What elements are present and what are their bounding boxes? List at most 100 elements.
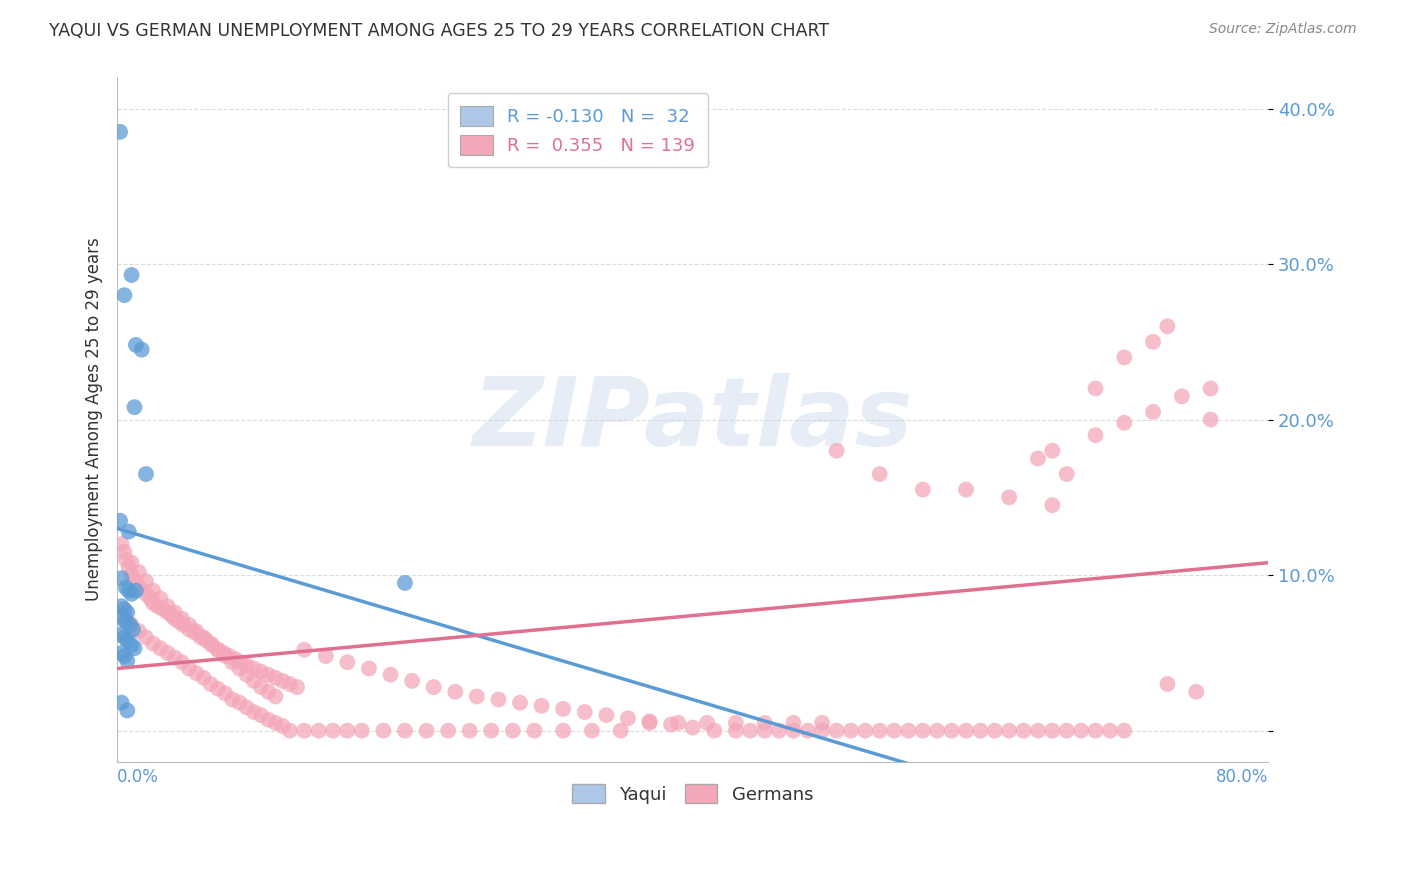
Point [224, 652, 246, 666]
Point [135, 587, 157, 601]
Point [315, 648, 337, 663]
Point [422, 680, 444, 694]
Point [170, 612, 193, 626]
Point [322, 723, 344, 738]
Point [825, 443, 848, 458]
Point [703, 723, 725, 738]
Point [142, 636, 165, 650]
Point [1098, 723, 1121, 738]
Point [502, 723, 524, 738]
Point [122, 623, 145, 637]
Point [114, 615, 136, 629]
Point [530, 698, 553, 713]
Point [394, 723, 416, 738]
Point [243, 661, 266, 675]
Point [553, 723, 575, 738]
Point [142, 596, 165, 610]
Point [666, 715, 689, 730]
Point [163, 612, 186, 626]
Point [229, 655, 252, 669]
Point [118, 524, 141, 539]
Point [110, 627, 132, 641]
Point [128, 565, 150, 579]
Point [120, 618, 142, 632]
Point [984, 723, 1007, 738]
Point [163, 606, 186, 620]
Point [1040, 723, 1063, 738]
Point [108, 514, 131, 528]
Point [218, 648, 240, 663]
Point [869, 723, 891, 738]
Point [156, 606, 179, 620]
Point [257, 713, 280, 727]
Point [617, 711, 640, 725]
Point [1026, 451, 1049, 466]
Point [135, 574, 157, 589]
Point [553, 702, 575, 716]
Point [797, 723, 820, 738]
Point [179, 623, 201, 637]
Point [212, 646, 235, 660]
Point [186, 624, 208, 639]
Point [285, 680, 308, 694]
Point [292, 723, 315, 738]
Point [110, 599, 132, 614]
Point [768, 723, 790, 738]
Point [110, 646, 132, 660]
Point [1056, 467, 1078, 481]
Point [135, 467, 157, 481]
Point [135, 631, 157, 645]
Point [1114, 351, 1136, 365]
Point [108, 125, 131, 139]
Point [112, 648, 135, 663]
Point [754, 723, 776, 738]
Point [149, 591, 172, 606]
Point [117, 703, 139, 717]
Point [121, 556, 143, 570]
Point [308, 723, 330, 738]
Point [839, 723, 862, 738]
Point [170, 655, 193, 669]
Point [911, 723, 934, 738]
Point [179, 618, 201, 632]
Point [1199, 412, 1222, 426]
Point [146, 599, 169, 614]
Point [200, 636, 222, 650]
Point [152, 602, 174, 616]
Point [110, 537, 132, 551]
Point [782, 715, 804, 730]
Point [1142, 334, 1164, 349]
Text: Source: ZipAtlas.com: Source: ZipAtlas.com [1209, 22, 1357, 37]
Point [595, 708, 617, 723]
Text: 80.0%: 80.0% [1216, 768, 1268, 786]
Point [257, 667, 280, 681]
Point [523, 723, 546, 738]
Point [112, 545, 135, 559]
Point [1084, 428, 1107, 442]
Point [1199, 382, 1222, 396]
Point [149, 641, 172, 656]
Point [1056, 723, 1078, 738]
Point [682, 721, 704, 735]
Point [825, 723, 848, 738]
Point [969, 723, 991, 738]
Point [117, 654, 139, 668]
Point [465, 690, 488, 704]
Point [1026, 723, 1049, 738]
Point [336, 723, 359, 738]
Point [228, 696, 250, 710]
Point [271, 719, 294, 733]
Point [156, 646, 179, 660]
Point [121, 568, 143, 582]
Point [1156, 677, 1178, 691]
Point [479, 723, 502, 738]
Point [638, 714, 661, 729]
Point [163, 650, 186, 665]
Point [121, 618, 143, 632]
Point [193, 671, 215, 685]
Point [114, 552, 136, 566]
Point [124, 400, 146, 414]
Point [1142, 405, 1164, 419]
Point [128, 624, 150, 639]
Point [195, 633, 218, 648]
